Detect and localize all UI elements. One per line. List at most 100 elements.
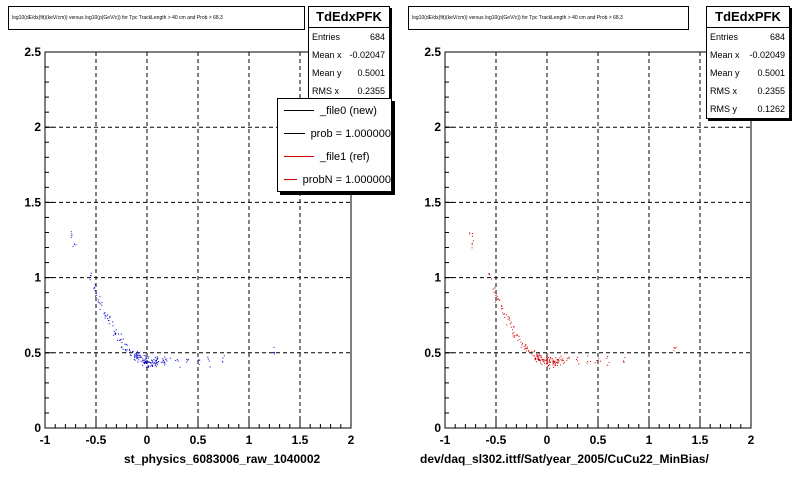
data-point (537, 358, 539, 360)
data-point (525, 347, 527, 349)
data-point (114, 332, 116, 334)
data-point (564, 361, 566, 363)
data-point (594, 362, 596, 364)
data-point (538, 359, 540, 361)
data-point (536, 354, 538, 356)
data-point (177, 360, 179, 362)
data-point (551, 358, 553, 360)
data-point (95, 294, 97, 296)
data-point (589, 361, 591, 363)
data-point (94, 284, 96, 286)
stats-row-entries: Entries 684 (312, 32, 385, 42)
y-tick-label: 1 (434, 271, 441, 285)
data-point (534, 359, 536, 361)
data-point (520, 346, 522, 348)
y-tick-label: 0.5 (24, 346, 41, 360)
data-point (155, 360, 157, 362)
data-point (539, 355, 541, 357)
data-point (151, 365, 153, 367)
data-point (539, 360, 541, 362)
data-point (543, 359, 545, 361)
data-point (121, 346, 123, 348)
data-point (533, 351, 535, 353)
data-point (145, 358, 147, 360)
data-point (523, 345, 525, 347)
data-point (112, 325, 114, 327)
data-point (158, 361, 160, 363)
data-point (126, 349, 128, 351)
legend-entry-file0: _file0 (new) (278, 99, 391, 122)
data-point (521, 343, 523, 345)
data-point (186, 361, 188, 363)
data-point (554, 362, 556, 364)
data-point (165, 359, 167, 361)
stats-row-rms-x: RMS x 0.2355 (312, 86, 385, 96)
data-point (521, 344, 523, 346)
x-tick-label: -0.5 (486, 433, 507, 447)
data-point (554, 361, 556, 363)
data-point (136, 356, 138, 358)
data-point (137, 354, 139, 356)
data-point (120, 338, 122, 340)
data-point (105, 315, 107, 317)
data-point (141, 364, 143, 366)
data-point (104, 314, 106, 316)
data-point (546, 358, 548, 360)
data-point (562, 358, 564, 360)
data-point (596, 360, 598, 362)
data-point (147, 357, 149, 359)
data-point (155, 361, 157, 363)
data-point (516, 334, 518, 336)
x-tick-label: 2 (348, 433, 355, 447)
data-point (495, 293, 497, 295)
x-tick-label: 2 (748, 433, 755, 447)
data-point (526, 348, 528, 350)
data-point (623, 361, 625, 363)
data-point (112, 321, 114, 323)
data-point (142, 358, 144, 360)
data-point (500, 305, 502, 307)
data-point (150, 362, 152, 364)
data-point (568, 356, 570, 358)
data-point (145, 361, 147, 363)
data-point (151, 361, 153, 363)
data-point (526, 348, 528, 350)
data-point (136, 351, 138, 353)
data-point (139, 356, 141, 358)
data-point (109, 317, 111, 319)
x-tick-label: 1.5 (692, 433, 709, 447)
data-point (222, 357, 224, 359)
data-point (198, 364, 200, 366)
data-point (519, 338, 521, 340)
legend-entry-file1: _file1 (ref) (278, 145, 391, 168)
data-point (536, 356, 538, 358)
data-point (152, 365, 154, 367)
data-point (518, 335, 520, 337)
y-tick-label: 1 (34, 271, 41, 285)
data-point (504, 316, 506, 318)
data-point (135, 355, 137, 357)
data-point (101, 304, 103, 306)
data-point (113, 330, 115, 332)
data-point (500, 308, 502, 310)
data-point (507, 318, 509, 320)
data-point (548, 364, 550, 366)
data-point (517, 339, 519, 341)
data-point (549, 359, 551, 361)
data-point (209, 366, 211, 368)
stats-row-entries: Entries 684 (710, 32, 785, 42)
data-point (560, 355, 562, 357)
data-point (136, 355, 138, 357)
data-point (223, 355, 225, 357)
data-point (142, 361, 144, 363)
data-point (156, 359, 158, 361)
data-point (513, 332, 515, 334)
data-point (139, 356, 141, 358)
data-point (598, 358, 600, 360)
x-tick-label: 0 (544, 433, 551, 447)
data-point (536, 355, 538, 357)
data-point (125, 348, 127, 350)
data-point (502, 312, 504, 314)
data-point (547, 356, 549, 358)
data-point (273, 346, 275, 348)
